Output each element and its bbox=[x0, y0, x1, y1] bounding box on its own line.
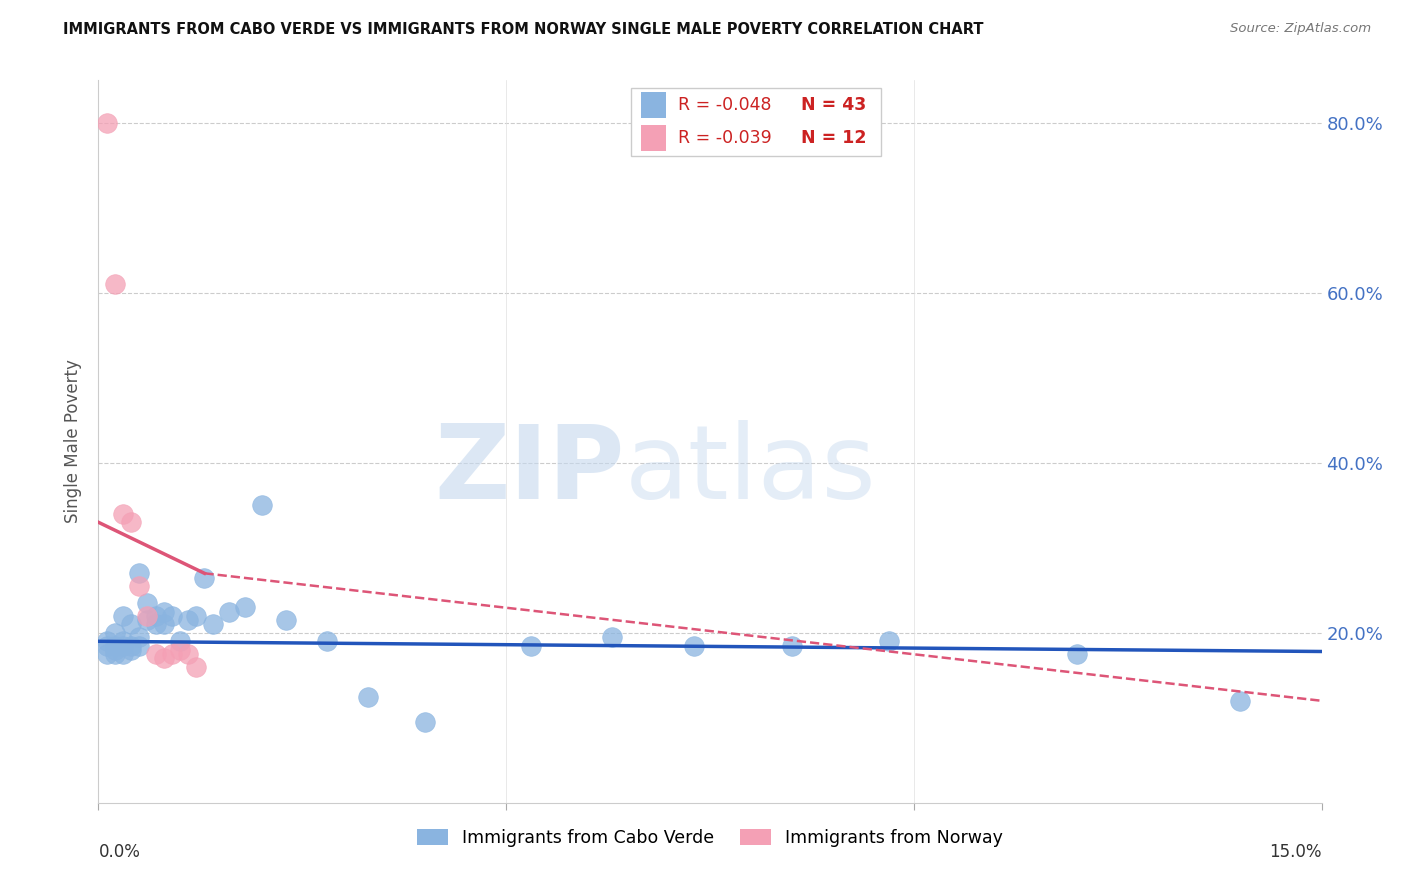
Point bbox=[413, 714, 436, 729]
Point bbox=[104, 277, 127, 292]
Text: IMMIGRANTS FROM CABO VERDE VS IMMIGRANTS FROM NORWAY SINGLE MALE POVERTY CORRELA: IMMIGRANTS FROM CABO VERDE VS IMMIGRANTS… bbox=[63, 22, 984, 37]
Point bbox=[128, 566, 150, 581]
Point bbox=[186, 608, 208, 623]
Point bbox=[96, 634, 118, 648]
Point bbox=[136, 608, 159, 623]
Point bbox=[104, 625, 127, 640]
Point bbox=[201, 617, 224, 632]
Point bbox=[136, 596, 159, 610]
Point bbox=[104, 639, 127, 653]
Text: atlas: atlas bbox=[624, 420, 876, 521]
Legend: Immigrants from Cabo Verde, Immigrants from Norway: Immigrants from Cabo Verde, Immigrants f… bbox=[408, 820, 1012, 855]
Point bbox=[120, 639, 142, 653]
Point bbox=[1066, 647, 1088, 661]
Point bbox=[111, 634, 134, 648]
Point bbox=[128, 579, 150, 593]
Point bbox=[177, 613, 200, 627]
Point bbox=[169, 634, 191, 648]
Point bbox=[111, 639, 134, 653]
Point bbox=[600, 630, 623, 644]
Point bbox=[96, 639, 118, 653]
Point bbox=[111, 608, 134, 623]
Point bbox=[96, 647, 118, 661]
Point bbox=[169, 642, 191, 657]
Point bbox=[120, 617, 142, 632]
Point bbox=[104, 642, 127, 657]
Point bbox=[177, 647, 200, 661]
Y-axis label: Single Male Poverty: Single Male Poverty bbox=[65, 359, 83, 524]
Point bbox=[233, 600, 256, 615]
Point bbox=[160, 608, 183, 623]
Point bbox=[519, 639, 541, 653]
Point bbox=[152, 617, 174, 632]
Point bbox=[136, 613, 159, 627]
Point bbox=[218, 605, 240, 619]
Point bbox=[315, 634, 337, 648]
Point bbox=[96, 116, 118, 130]
Point bbox=[356, 690, 378, 704]
Text: 15.0%: 15.0% bbox=[1270, 843, 1322, 861]
Point bbox=[1229, 694, 1251, 708]
Point bbox=[120, 516, 142, 530]
Point bbox=[152, 605, 174, 619]
Point bbox=[682, 639, 704, 653]
Point bbox=[780, 639, 803, 653]
Point bbox=[879, 634, 901, 648]
Point bbox=[145, 647, 167, 661]
Point bbox=[152, 651, 174, 665]
Point bbox=[145, 608, 167, 623]
Point bbox=[274, 613, 297, 627]
Point bbox=[128, 630, 150, 644]
Point bbox=[128, 639, 150, 653]
Point bbox=[111, 647, 134, 661]
Point bbox=[145, 617, 167, 632]
Text: 0.0%: 0.0% bbox=[98, 843, 141, 861]
Point bbox=[250, 498, 273, 512]
Text: Source: ZipAtlas.com: Source: ZipAtlas.com bbox=[1230, 22, 1371, 36]
Text: ZIP: ZIP bbox=[434, 420, 624, 521]
Point bbox=[193, 570, 215, 584]
Point bbox=[186, 660, 208, 674]
Point bbox=[111, 507, 134, 521]
Point bbox=[160, 647, 183, 661]
Point bbox=[120, 642, 142, 657]
Point bbox=[104, 647, 127, 661]
